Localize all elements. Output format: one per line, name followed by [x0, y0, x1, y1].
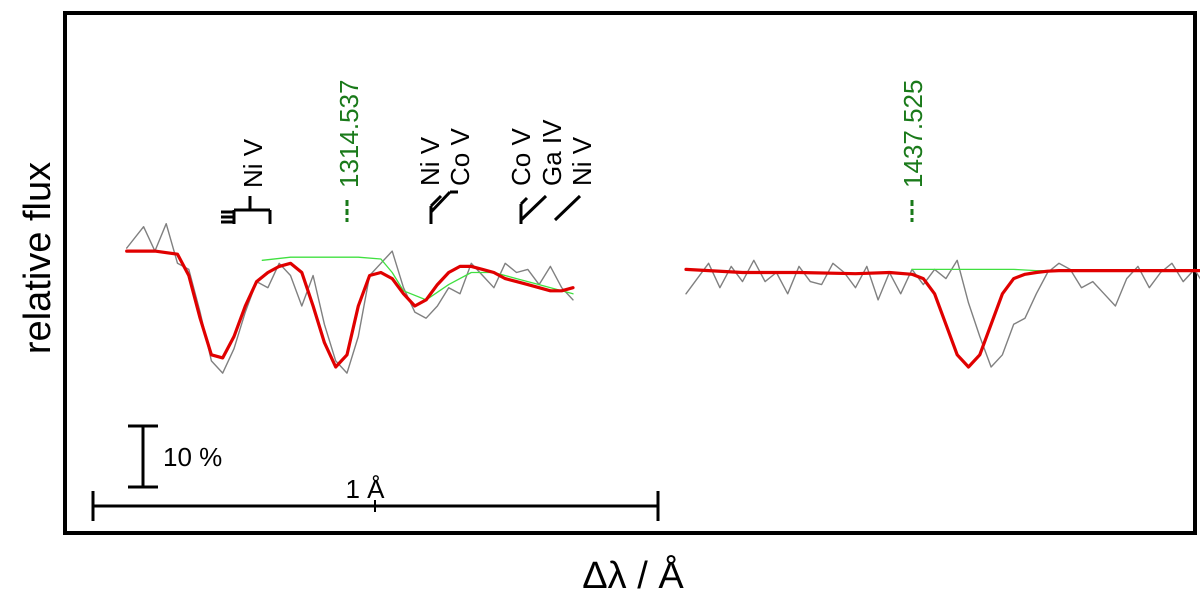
- panel-2-model-without-line-series: [911, 268, 1060, 272]
- line-marker-ni-v-co-v: Ni V Co V: [415, 128, 475, 224]
- flux-scale-label: 10 %: [163, 442, 222, 472]
- marker-label: 1437.525: [898, 80, 928, 188]
- panel-1-model-series: [125, 249, 575, 369]
- line-marker-center-1314: 1314.537: [334, 80, 364, 222]
- wavelength-scale-bar: 1 Å: [91, 474, 660, 521]
- line-marker-ni-v: Ni V: [221, 138, 272, 224]
- plot-frame: [63, 11, 1197, 535]
- panel-1-model-without-line-series: [261, 256, 574, 301]
- marker-label: Co V: [506, 128, 536, 186]
- marker-label: Co V: [445, 128, 475, 186]
- line-marker-center-1437: 1437.525: [898, 80, 928, 222]
- marker-label: Ga IV: [537, 119, 567, 186]
- marker-label: Ni V: [415, 136, 445, 186]
- wavelength-scale-label: 1 Å: [345, 474, 385, 504]
- marker-label: Ni V: [238, 138, 268, 188]
- x-axis-label: Δλ / Å: [582, 553, 684, 596]
- flux-scale-bar: 10 %: [128, 424, 222, 489]
- line-marker-co-v-ga-iv-ni-v: Co V Ga IV Ni V: [506, 119, 597, 224]
- marker-label: 1314.537: [334, 80, 364, 188]
- y-axis-label: relative flux: [17, 162, 59, 354]
- series-layer: [125, 222, 1200, 374]
- panel-2-markers: 1437.525: [898, 80, 928, 222]
- panel-2-observed-series: [685, 259, 1200, 368]
- panel-2-model-series: [684, 267, 1200, 369]
- panel-1-markers: Ni V 1314.537 Ni V Co V Co V Ga IV Ni V: [221, 80, 597, 224]
- marker-label: Ni V: [567, 136, 597, 186]
